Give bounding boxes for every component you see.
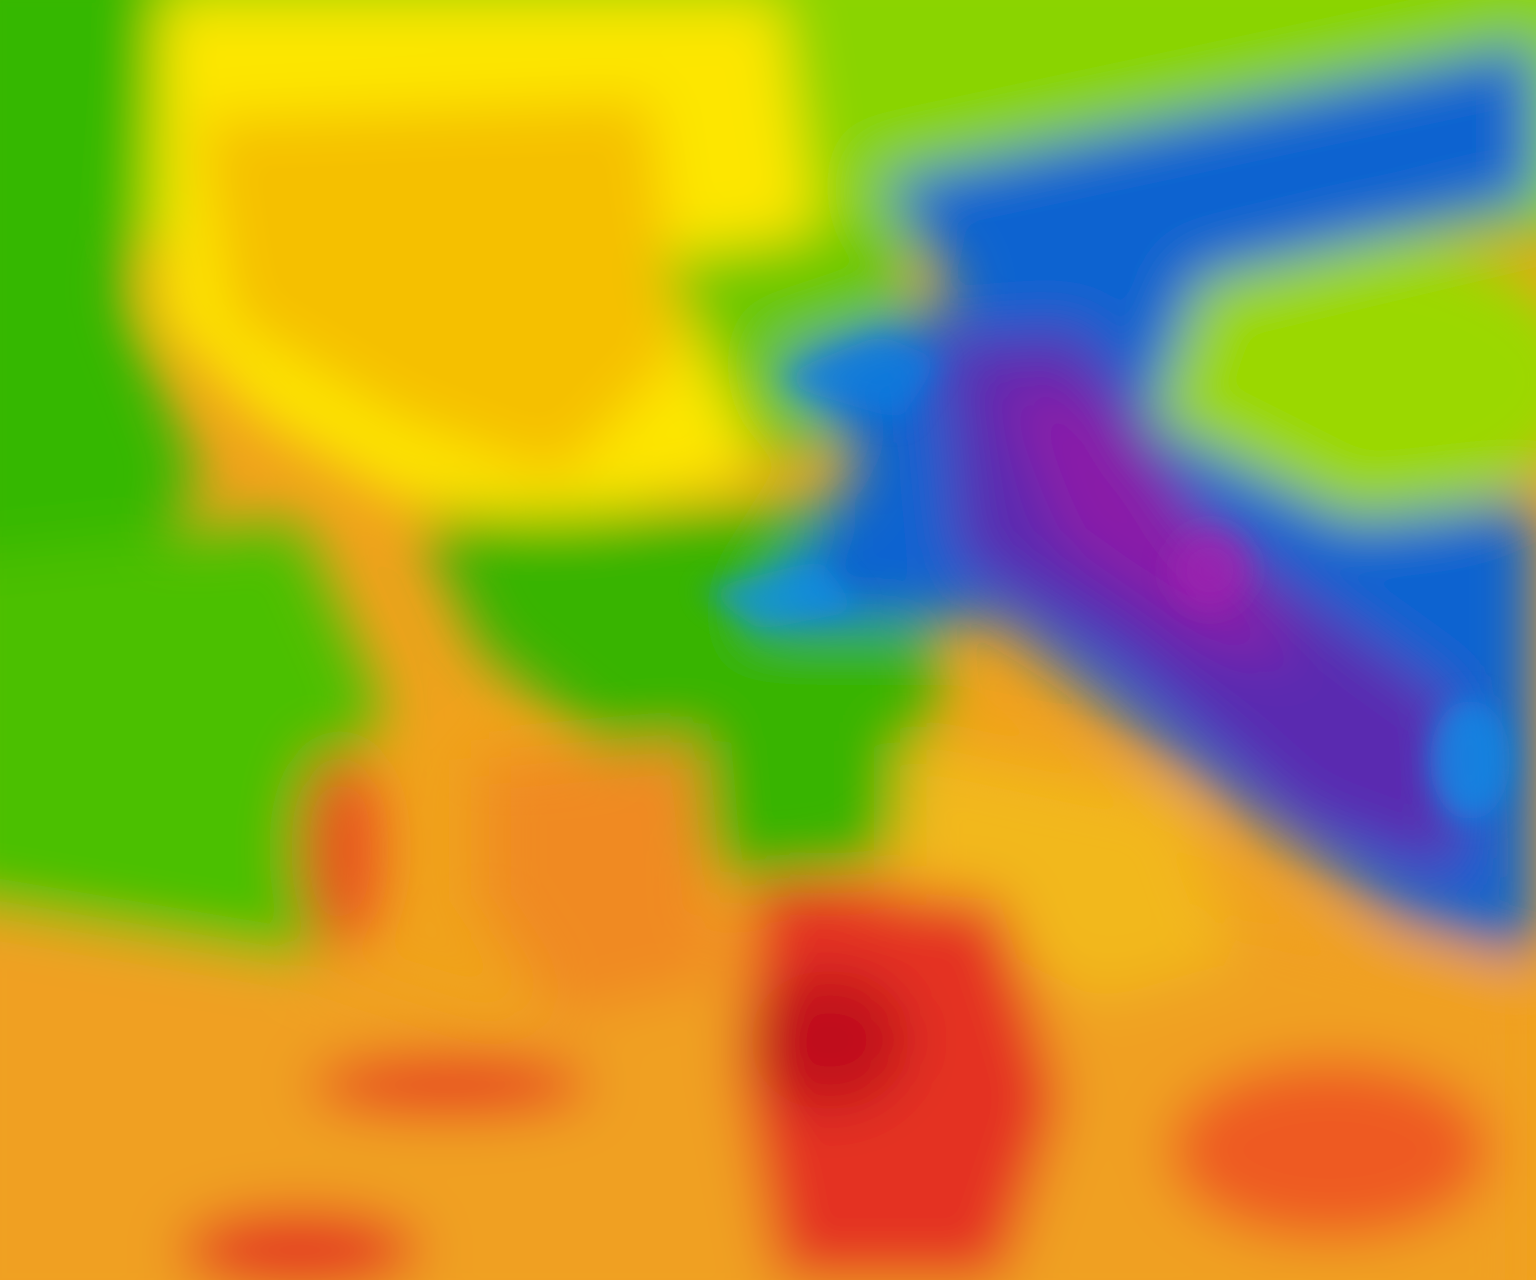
field-details — [700, 335, 1510, 820]
